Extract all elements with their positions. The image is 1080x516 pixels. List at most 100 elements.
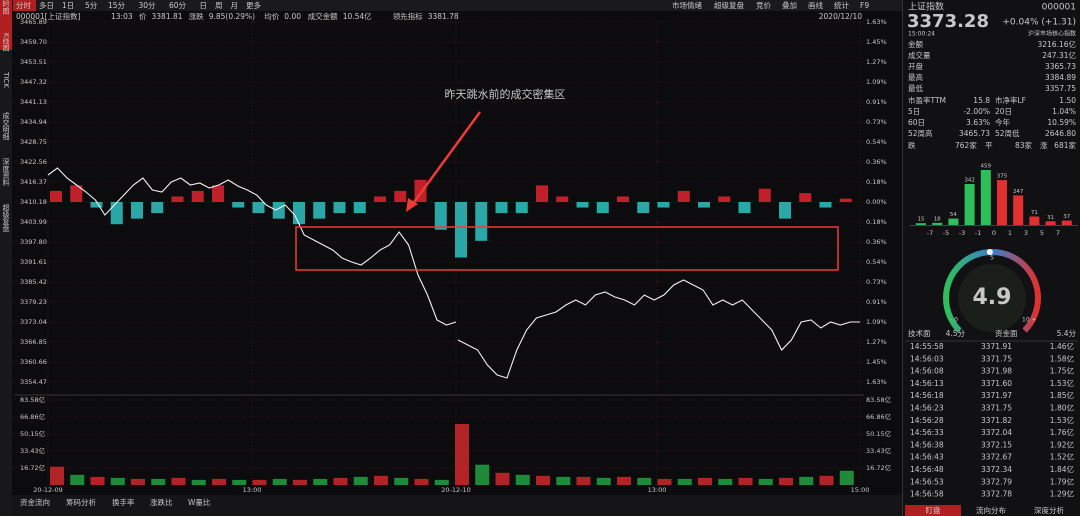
stat: 2646.80 [1045,129,1076,138]
row-value: 3357.75 [1045,84,1076,93]
tab[interactable]: 30分 [139,1,157,10]
tab[interactable]: 日 [200,1,208,10]
tick-time: 14:56:18 [910,391,944,400]
bottom-tab[interactable]: 涨跌比 [150,497,173,507]
pct-label: 1.27% [866,58,887,66]
volume-bar [293,479,307,485]
tool[interactable]: 竞价 [756,0,771,10]
tab[interactable]: 5分 [85,1,98,10]
time-label: 20-12-10 [441,486,471,494]
tick-vol: 1.85亿 [1050,390,1075,400]
info: 10.54亿 [343,11,372,21]
panel-tab[interactable]: 深度分析 [1034,505,1064,515]
pct-label: 1.09% [866,318,887,326]
tool[interactable]: 画线 [808,0,823,10]
pct-label: 0.18% [866,218,887,226]
lead-bar [212,185,224,202]
stat: 1.04% [1052,107,1076,116]
y-tick-label: 3354.47 [20,378,47,386]
info: 价 [139,12,147,21]
gauge-value: 4.9 [973,285,1012,310]
tab[interactable]: 分时 [16,0,31,10]
volume-bar [779,477,793,485]
y-tick-label: 3453.51 [20,58,47,66]
index-name: 上证指数 [908,1,944,13]
panel-tab[interactable]: 流向分布 [976,505,1006,515]
info: 000001[上证指数] [16,11,81,21]
tab[interactable]: 15分 [108,1,126,10]
tool[interactable]: 叠加 [782,0,797,10]
lead-bar [293,202,305,225]
bottom-tab[interactable]: 换手率 [112,497,135,507]
tab[interactable]: 60分 [169,1,187,10]
toolbar-item[interactable]: 超级复盘 [2,203,10,232]
index-desc: 沪深市场核心指数 [1028,30,1076,38]
gauge-face [958,264,1026,332]
toolbar-item[interactable]: K线图 [2,33,10,53]
dist-x: 5 [1040,229,1044,237]
bottom-tab[interactable]: 资金流向 [20,497,50,507]
lead-bar [495,202,508,214]
bottom-tab[interactable]: W量比 [188,497,211,507]
y-tick-label: 3422.56 [20,158,47,166]
price-line [47,167,457,326]
score: 技术面 [908,328,931,338]
score: 资金面 [995,328,1018,338]
pct-label: 1.63% [866,18,887,26]
tool[interactable]: 市场情绪 [672,0,702,10]
pct-label: 0.36% [866,238,887,246]
lead-bar [718,196,731,202]
pct-label: 1.63% [866,378,887,386]
tick-time: 14:56:23 [910,404,944,413]
volume-bar [70,474,85,485]
toolbar-item[interactable]: 深度资料 [2,157,10,187]
y-tick-label: 3428.75 [20,138,47,146]
pct-label: 0.54% [866,138,887,146]
y-tick-label: 3465.89 [20,18,47,26]
pct-label: 0.54% [866,258,887,266]
tab[interactable]: 月 [231,1,239,10]
volume-bar [576,476,591,485]
tool[interactable]: 超级复盘 [714,0,744,10]
info: 成交金额 [308,11,338,21]
toolbar-item[interactable]: TICK [2,71,10,88]
bottom-tab[interactable]: 筹码分析 [66,497,96,507]
tick-vol: 1.46亿 [1050,341,1075,351]
dist-label: 18 [934,216,941,222]
tab[interactable]: 周 [215,1,223,10]
panel-tab[interactable]: 盯盘 [926,505,941,515]
lead-bar [839,198,852,202]
tab[interactable]: 多日 [39,0,54,10]
score: 5.4分 [1057,329,1077,338]
dist-x: 3 [1024,229,1028,237]
toolbar-item[interactable]: 分时图 [2,0,10,16]
tick-price: 3372.78 [981,490,1012,499]
volume-bar [353,476,368,485]
lead-bar [758,188,771,202]
tab[interactable]: 1日 [62,1,74,10]
volume-bar [394,477,409,485]
tool[interactable]: 统计 [834,0,849,10]
tab[interactable]: 更多 [246,0,261,10]
stat: 市净率LF [995,95,1026,105]
pct-label: 0.91% [866,98,887,106]
dist-x: 7 [1056,229,1060,237]
volume-bar [272,478,287,485]
tool[interactable]: F9 [860,1,869,10]
tick-price: 3372.79 [981,477,1012,486]
price-line [457,279,860,379]
lead-bar [576,202,589,208]
vol-tick-label-r: 16.72亿 [866,463,892,472]
arrow-head [406,198,418,212]
toolbar-item[interactable]: 成交明细 [2,111,10,141]
highlight-box [295,226,839,271]
dist-label: 342 [964,178,975,184]
stat: 10.59% [1047,118,1076,127]
volume-bar [333,477,348,485]
tick-price: 3371.91 [981,342,1012,351]
pct-label: 1.09% [866,78,887,86]
dist-label: 375 [997,174,1008,180]
tick-price: 3372.34 [981,465,1012,474]
